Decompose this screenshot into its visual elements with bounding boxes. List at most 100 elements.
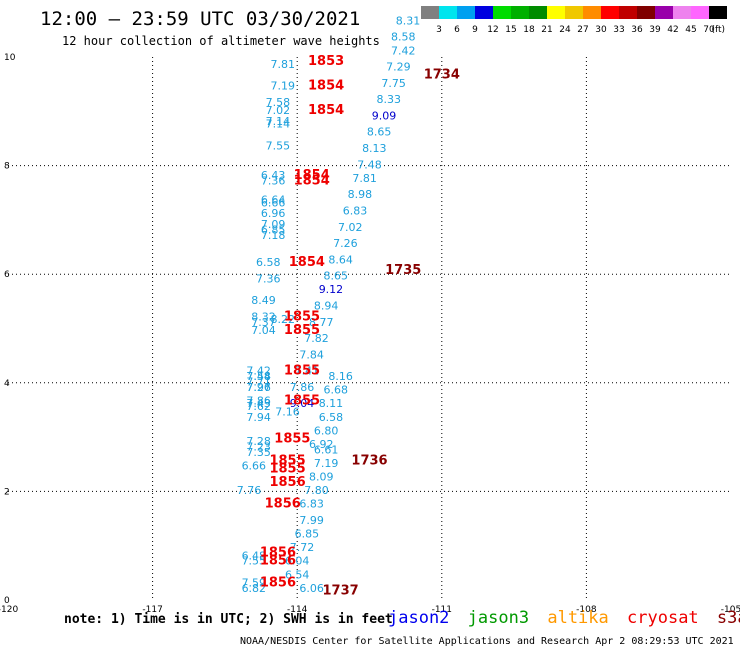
y-tick-label: 2	[4, 487, 10, 497]
pass-time-label: 1856	[260, 575, 296, 590]
colorbar-label: 39	[649, 25, 661, 35]
swh-value-label: 6.66	[261, 196, 286, 209]
swh-value-label: 7.55	[266, 139, 291, 152]
swh-value-label: 7.75	[381, 77, 406, 90]
pass-time-label: 1854	[308, 103, 344, 118]
swh-value-label: 6.58	[319, 411, 344, 424]
swh-value-label: 8.31	[396, 14, 421, 27]
swh-value-label: 7.36	[256, 272, 281, 285]
pass-time-label: 1735	[385, 263, 421, 278]
swh-value-label: 6.48	[242, 549, 267, 562]
y-tick-label: 8	[4, 162, 10, 172]
y-tick-label: 6	[4, 270, 10, 280]
colorbar-label: 9	[472, 25, 478, 35]
swh-value-label: 7.43	[246, 397, 271, 410]
colorbar-swatch	[601, 6, 619, 19]
pass-time-label: 1737	[322, 584, 358, 599]
swh-value-label: 8.65	[367, 126, 392, 139]
swh-value-label: 6.85	[295, 528, 320, 541]
swh-value-label: 8.94	[314, 299, 339, 312]
swh-value-label: 7.23	[246, 441, 271, 454]
swh-value-label: 7.86	[290, 381, 315, 394]
swh-value-label: 7.44	[246, 370, 271, 383]
pass-time-label: 1855	[284, 364, 320, 379]
swh-value-label: 8.98	[348, 188, 373, 201]
swh-value-label: 6.54	[285, 568, 310, 581]
colorbar-swatch	[475, 6, 493, 19]
swh-value-label: 7.14	[266, 115, 291, 128]
note-text: note: 1) Time is in UTC; 2) SWH is in fe…	[64, 612, 393, 627]
swh-value-label: 7.42	[246, 365, 271, 378]
swh-value-label: 7.58	[266, 96, 291, 109]
swh-value-label: 7.76	[237, 484, 262, 497]
swh-value-label: 7.81	[270, 58, 295, 71]
colorbar-label: 15	[505, 25, 516, 35]
swh-value-label: 7.42	[391, 44, 416, 57]
chart-title: 12:00 – 23:59 UTC 03/30/2021	[40, 8, 361, 30]
swh-value-label: 7.18	[261, 229, 286, 242]
swh-value-label: 8.58	[391, 31, 416, 44]
pass-time-label: 1854	[289, 255, 325, 270]
chart-subtitle: 12 hour collection of altimeter wave hei…	[62, 34, 380, 48]
pass-time-label: 1856	[260, 554, 296, 569]
swh-value-label: 6.64	[261, 194, 286, 207]
swh-value-label: 8.33	[377, 93, 402, 106]
colorbar-swatch	[457, 6, 475, 19]
swh-value-label: 7.14	[266, 118, 291, 131]
swh-value-label: 7.26	[333, 237, 358, 250]
swh-value-label: 6.85	[261, 223, 286, 236]
credit-line: NOAA/NESDIS Center for Satellite Applica…	[240, 636, 734, 647]
colorbar-swatch	[583, 6, 601, 19]
swh-value-label: 7.04	[251, 324, 276, 337]
swh-value-label: 7.86	[246, 395, 271, 408]
pass-time-label: 1855	[284, 309, 320, 324]
colorbar-swatch	[637, 6, 655, 19]
colorbar-swatch	[493, 6, 511, 19]
swh-value-label: 6.83	[343, 204, 368, 217]
pass-time-label: 1855	[284, 323, 320, 338]
satellite-legend: jason2 jason3 altika cryosat s3a	[388, 608, 740, 628]
swh-value-label: 6.58	[256, 256, 281, 269]
swh-value-label: 7.58	[246, 370, 271, 383]
swh-value-label: 7.59	[242, 576, 267, 589]
swh-value-label: 7.94	[246, 411, 271, 424]
colorbar-label: 3	[436, 25, 442, 35]
swh-value-label: 7.02	[266, 104, 291, 117]
colorbar-swatch	[511, 6, 529, 19]
colorbar-swatch	[673, 6, 691, 19]
pass-time-label: 1855	[284, 394, 320, 409]
swh-value-label: 7.81	[352, 172, 377, 185]
legend-jason3: jason3	[467, 608, 530, 628]
swh-value-label: 6.92	[309, 438, 334, 451]
pass-time-label: 1856	[260, 546, 296, 561]
pass-time-label: 1853	[308, 54, 344, 69]
swh-value-label: 7.29	[386, 61, 411, 74]
swh-value-label: 8.32	[251, 310, 276, 323]
swh-value-label: 7.71	[246, 376, 271, 389]
y-tick-label: 10	[4, 53, 16, 63]
swh-value-label: 7.72	[290, 541, 315, 554]
pass-time-label: 1734	[424, 68, 460, 83]
swh-value-label: 7.16	[275, 405, 300, 418]
swh-value-label: 6.80	[314, 424, 339, 437]
swh-value-label: 6.96	[261, 207, 286, 220]
swh-value-label: 7.62	[246, 400, 271, 413]
swh-value-label: 7.19	[314, 457, 339, 470]
legend-altika: altika	[547, 608, 609, 628]
swh-value-label: 8.65	[324, 270, 349, 283]
pass-time-label: 1855	[269, 461, 305, 476]
pass-time-label: 1855	[269, 453, 305, 468]
swh-value-label: 7.36	[261, 175, 286, 188]
swh-value-label: 8.49	[251, 294, 276, 307]
y-tick-label: 4	[4, 379, 10, 389]
swh-value-label: 6.04	[285, 555, 310, 568]
colorbar-label: 18	[523, 25, 535, 35]
swh-value-label: 7.02	[338, 221, 363, 234]
swh-value-label: 8.09	[309, 471, 334, 484]
legend-s3a: s3a	[716, 608, 740, 628]
swh-value-label: 7.82	[304, 332, 329, 345]
swh-value-label: 9.12	[319, 283, 344, 296]
x-tick-label: -108	[576, 605, 597, 615]
swh-value-label: 6.82	[242, 582, 267, 595]
